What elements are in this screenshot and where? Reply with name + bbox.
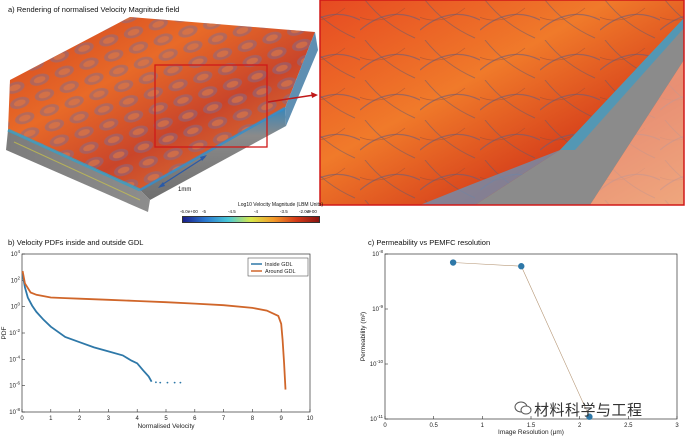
x-tick-label: 4	[136, 416, 140, 422]
x-tick-label: 8	[251, 416, 255, 422]
zoom-region-box	[154, 64, 268, 148]
x-tick-label: 7	[222, 416, 226, 422]
x-tick-label: 5	[164, 416, 168, 422]
series-point	[179, 381, 182, 384]
x-tick-label: 0	[20, 416, 24, 422]
watermark-text: 材料科学与工程	[534, 401, 643, 419]
x-tick-label: 10	[307, 416, 314, 422]
legend-label: Inside GDL	[265, 262, 293, 268]
data-point	[449, 259, 457, 266]
velocity-render	[6, 0, 685, 212]
scale-label: 1mm	[178, 187, 192, 193]
colorbar-min-label: -6.0e+00	[180, 209, 198, 214]
series-point	[159, 381, 162, 384]
y-tick-label: 10-6	[9, 381, 20, 390]
series-point	[166, 381, 169, 384]
colorbar-ticks: -5 -4.5 -4 -3.5 -3	[192, 209, 310, 215]
x-tick-label: 1	[49, 416, 53, 422]
y-tick-label: 100	[11, 302, 21, 311]
colorbar-max-label: -2.0e+00	[299, 209, 317, 214]
x-tick-label: 2.5	[624, 423, 633, 429]
y-tick-label: 10-8	[372, 249, 383, 258]
colorbar-tick-label: -3	[306, 209, 311, 214]
y-tick-label: 10-11	[370, 414, 383, 423]
x-tick-label: 2	[578, 423, 582, 429]
wechat-icon	[514, 401, 532, 415]
colorbar-tick-label: -3.5	[280, 209, 288, 214]
x-tick-label: 3	[675, 423, 679, 429]
y-tick-label: 10-2	[9, 328, 20, 337]
zoom-render	[319, 0, 685, 206]
plot-frame	[384, 253, 678, 420]
colorbar-tick-label: -4	[254, 209, 259, 214]
series-point	[173, 381, 176, 384]
y-tick-label: 10-8	[9, 407, 20, 416]
y-axis-label: Permeability (m²)	[360, 312, 367, 361]
series-line-1	[21, 270, 287, 390]
y-tick-label: 10-9	[372, 304, 383, 313]
y-tick-label: 102	[11, 275, 21, 284]
y-tick-label: 10-10	[370, 359, 384, 368]
panel-c-title: c) Permeability vs PEMFC resolution	[368, 238, 491, 247]
series-point	[155, 381, 157, 384]
data-point	[518, 263, 525, 270]
x-tick-label: 9	[280, 416, 284, 422]
y-tick-label: 10-4	[9, 354, 20, 363]
data-point	[586, 413, 593, 420]
x-tick-label: 2	[78, 416, 82, 422]
panel-a-title: a) Rendering of normalised Velocity Magn…	[8, 5, 180, 14]
colorbar-tick-label: -4.5	[228, 209, 236, 214]
legend-label: Around GDL	[265, 269, 296, 275]
series-line-0	[21, 273, 153, 383]
x-tick-label: 0.5	[429, 423, 438, 429]
x-tick-label: 3	[107, 416, 111, 422]
permeability-chart: 0 0.5 1 1.5 2 2.5 3 10-8 10-9 10-10 10-11 Image Res…	[360, 249, 679, 436]
legend-box	[247, 257, 309, 277]
x-tick-label: 1.5	[527, 423, 536, 429]
colorbar	[182, 216, 320, 223]
plot-frame	[21, 253, 311, 413]
x-tick-label: 1	[481, 423, 485, 429]
y-axis-label: PDF	[1, 326, 8, 339]
colorbar-tick-label: -5	[202, 209, 207, 214]
y-tick-label: 104	[11, 249, 21, 258]
pdf-chart: 0 1 2 3 4 5 6 7 8 9 10 104 102 100 10-2 10-4 10-6 10-8 Nor…	[1, 249, 314, 430]
x-tick-label: 6	[193, 416, 197, 422]
colorbar-title: Log10 Velocity Magnitude (LBM Units)	[238, 202, 324, 208]
x-axis-label: Normalised Velocity	[137, 423, 195, 430]
x-axis-label: Image Resolution (μm)	[498, 429, 564, 436]
panel-b-title: b) Velocity PDFs inside and outside GDL	[8, 238, 144, 247]
x-tick-label: 0	[383, 423, 387, 429]
